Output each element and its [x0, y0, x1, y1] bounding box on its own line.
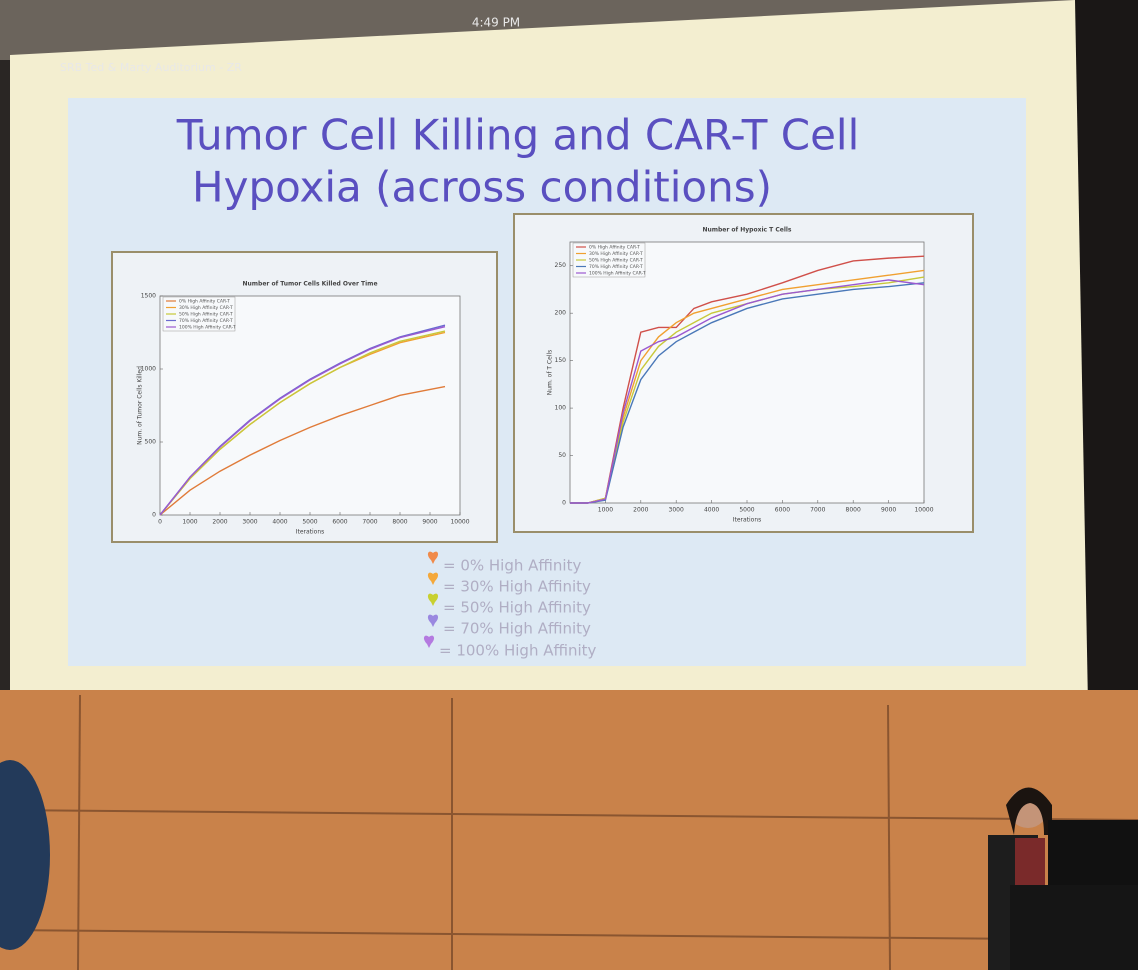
slide-title: Tumor Cell Killing and CAR-T Cell	[176, 111, 860, 160]
heart	[427, 572, 439, 585]
series-line	[159, 385, 446, 516]
x-tick-label: 6000	[775, 507, 790, 514]
x-tick-label: 9000	[881, 507, 896, 514]
heart	[427, 614, 439, 627]
x-tick-label: 1000	[598, 507, 613, 514]
x-tick-label: 5000	[739, 507, 754, 514]
legend-entry: = 50% High Affinity	[443, 599, 591, 617]
legend-label: 0% High Affinity CAR-T	[179, 299, 230, 305]
legend-label: 50% High Affinity CAR-T	[179, 312, 233, 318]
x-tick-label: 4000	[704, 507, 719, 514]
x-tick-label: 8000	[392, 519, 407, 526]
x-tick-label: 5000	[302, 519, 317, 526]
room-label: SRB Ted & Marty Auditorium - ZR	[60, 61, 242, 74]
y-tick-label: 1500	[141, 293, 156, 300]
clock: 4:49 PM	[472, 16, 520, 30]
x-tick-label: 4000	[272, 519, 287, 526]
x-tick-label: 2000	[633, 507, 648, 514]
y-tick-label: 50	[558, 452, 566, 459]
series-line	[159, 330, 446, 516]
legend-entry: = 100% High Affinity	[439, 642, 597, 660]
x-tick-label: 2000	[212, 519, 227, 526]
legend-entry: = 0% High Affinity	[443, 557, 581, 575]
x-tick-label: 7000	[362, 519, 377, 526]
x-tick-label: 8000	[846, 507, 861, 514]
legend-box	[162, 296, 236, 332]
plot-area	[569, 241, 925, 504]
y-axis-label: Num. of T Cells	[547, 350, 554, 396]
x-tick-label: 3000	[669, 507, 684, 514]
x-tick-label: 9000	[422, 519, 437, 526]
x-axis-label: Iterations	[296, 529, 325, 536]
y-tick-label: 0	[562, 500, 566, 507]
y-tick-label: 100	[555, 405, 567, 412]
legend-entry: = 70% High Affinity	[443, 620, 591, 638]
legend-label: 30% High Affinity CAR-T	[589, 251, 643, 257]
x-tick-label: 1000	[182, 519, 197, 526]
panel-seams	[0, 694, 1138, 971]
y-tick-label: 200	[555, 310, 567, 317]
series-line	[159, 325, 446, 516]
legend-label: 0% High Affinity CAR-T	[589, 245, 640, 251]
x-tick-label: 7000	[810, 507, 825, 514]
y-tick-label: 500	[145, 439, 157, 446]
x-tick-label: 6000	[332, 519, 347, 526]
y-tick-label: 0	[152, 512, 156, 519]
legend-label: 50% High Affinity CAR-T	[589, 258, 643, 264]
legend: = 0% High Affinity = 30% High Affinity =…	[423, 551, 597, 660]
speaker	[988, 787, 1138, 970]
series-line	[570, 282, 925, 504]
series-line	[570, 279, 925, 504]
heart	[427, 551, 439, 564]
heart	[427, 593, 439, 606]
x-tick-label: 10000	[450, 519, 469, 526]
legend-label: 30% High Affinity CAR-T	[179, 305, 233, 311]
y-tick-label: 250	[555, 262, 567, 269]
plot-area	[159, 295, 461, 516]
legend-label: 70% High Affinity CAR-T	[179, 318, 233, 324]
chart-title: Number of Tumor Cells Killed Over Time	[242, 281, 377, 288]
y-tick-label: 1000	[141, 366, 156, 373]
wood-wall	[0, 690, 1138, 970]
podium-logo	[0, 760, 50, 950]
x-tick-label: 0	[158, 519, 162, 526]
legend-label: 100% High Affinity CAR-T	[179, 325, 236, 331]
heart	[423, 635, 435, 648]
x-tick-label: 10000	[914, 507, 933, 514]
slide-title: Hypoxia (across conditions)	[192, 163, 772, 212]
x-axis-label: Iterations	[733, 517, 762, 524]
legend-label: 100% High Affinity CAR-T	[589, 271, 646, 277]
y-axis-label: Num. of Tumor Cells Killed	[137, 366, 144, 445]
legend-label: 70% High Affinity CAR-T	[589, 264, 643, 270]
y-tick-label: 150	[555, 357, 567, 364]
legend-entry: = 30% High Affinity	[443, 578, 591, 596]
x-tick-label: 3000	[242, 519, 257, 526]
legend-box	[572, 242, 646, 278]
chart-title: Number of Hypoxic T Cells	[702, 227, 791, 234]
